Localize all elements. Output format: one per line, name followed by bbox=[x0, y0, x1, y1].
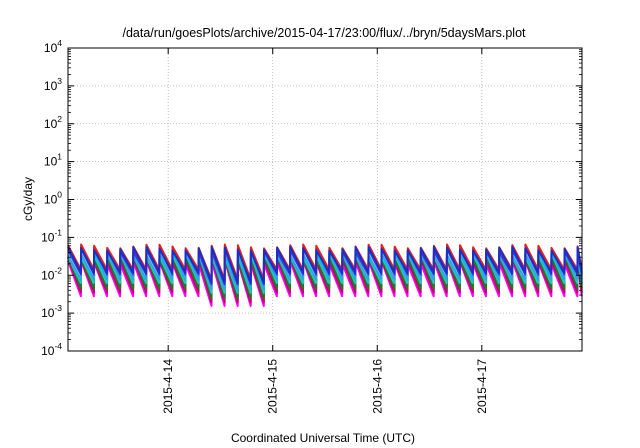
series-lines bbox=[67, 243, 583, 307]
y-tick-label: 101 bbox=[44, 152, 62, 169]
chart-title: /data/run/goesPlots/archive/2015-04-17/2… bbox=[122, 26, 526, 40]
y-tick-label: 102 bbox=[44, 114, 62, 131]
x-axis-label: Coordinated Universal Time (UTC) bbox=[231, 431, 415, 445]
series-line bbox=[67, 245, 583, 284]
grid-lines bbox=[68, 47, 582, 352]
y-tick-label: 10-2 bbox=[41, 265, 62, 282]
y-tick-label: 100 bbox=[44, 190, 62, 207]
x-tick-label: 2015-4-16 bbox=[370, 359, 384, 414]
y-tick-label: 10-3 bbox=[41, 303, 62, 320]
x-tick-label: 2015-4-14 bbox=[161, 359, 175, 414]
axis-ticks: 10-4 10-3 10-2 10-1 100 101 102 103 104 2015-4-14… bbox=[41, 38, 582, 414]
x-tick-label: 2015-4-15 bbox=[266, 359, 280, 414]
y-axis-label: cGy/day bbox=[21, 177, 35, 221]
y-tick-label: 10-1 bbox=[41, 227, 62, 244]
y-tick-label: 10-4 bbox=[41, 341, 62, 358]
y-tick-label: 103 bbox=[44, 76, 62, 93]
x-tick-label: 2015-4-17 bbox=[475, 359, 489, 414]
y-tick-label: 104 bbox=[44, 38, 62, 55]
